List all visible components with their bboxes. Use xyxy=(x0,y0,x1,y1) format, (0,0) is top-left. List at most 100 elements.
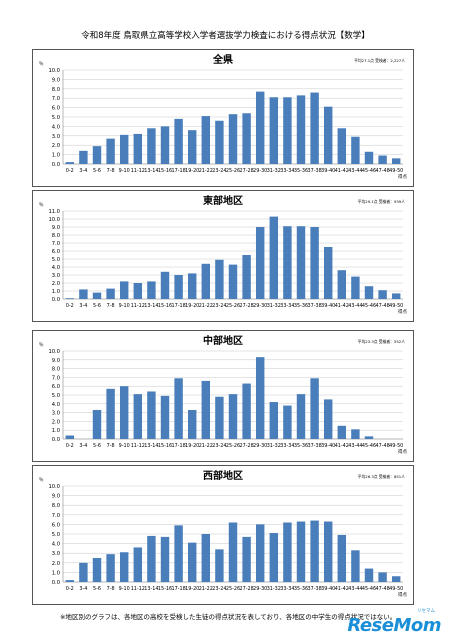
x-tick-label: 27-28 xyxy=(239,443,253,449)
bar-13-14 xyxy=(147,128,156,164)
chart-title: 中部地区 xyxy=(203,334,243,347)
bar-11-12 xyxy=(133,133,143,164)
bar-17-18 xyxy=(174,275,183,299)
bar-13-14 xyxy=(147,281,156,299)
x-tick-label: 7-8 xyxy=(107,586,115,592)
x-tick-label: 3-4 xyxy=(79,303,87,309)
x-tick-label: 45-46 xyxy=(362,586,376,592)
chart-stats: 平均23.3点 受検者：552人 xyxy=(358,339,405,344)
x-tick-label: 27-28 xyxy=(239,303,253,309)
x-tick-label: 0-2 xyxy=(66,443,74,449)
bar-23-24 xyxy=(215,396,224,439)
x-tick-label: 13-14 xyxy=(144,586,158,592)
y-tick-label: 5.0 xyxy=(52,393,60,399)
y-tick-label: 9.0 xyxy=(52,494,60,500)
bar-21-22 xyxy=(201,380,211,439)
x-tick-label: 9-10 xyxy=(119,303,130,309)
bar-5-6 xyxy=(92,146,102,164)
bar-27-28 xyxy=(242,536,251,582)
y-tick-label: 4.0 xyxy=(52,402,60,408)
chart-title: 西部地区 xyxy=(203,469,243,482)
x-tick-label: 35-36 xyxy=(294,586,308,592)
x-tick-label: 17-18 xyxy=(171,168,185,174)
x-tick-label: 31-32 xyxy=(267,586,281,592)
x-tick-label: 23-24 xyxy=(212,303,226,309)
y-tick-label: 3.0 xyxy=(52,134,60,140)
x-tick-label: 13-14 xyxy=(144,443,158,449)
bar-3-4 xyxy=(79,289,88,299)
y-tick-label: 11.0 xyxy=(48,209,60,215)
bar-25-26 xyxy=(228,522,238,582)
x-tick-label: 11-12 xyxy=(131,443,145,449)
y-tick-label: 4.0 xyxy=(52,265,60,271)
x-tick-label: 13-14 xyxy=(144,303,158,309)
y-tick-label: 3.0 xyxy=(52,411,60,417)
x-tick-label: 7-8 xyxy=(107,443,115,449)
bar-41-42 xyxy=(337,270,347,299)
x-tick-label: 47-48 xyxy=(375,168,389,174)
y-tick-label: 4.0 xyxy=(52,542,60,548)
x-tick-label: 31-32 xyxy=(267,443,281,449)
x-tick-label: 23-24 xyxy=(212,168,226,174)
x-tick-label: 15-16 xyxy=(158,586,172,592)
bar-29-30 xyxy=(255,227,265,299)
bar-11-12 xyxy=(133,283,143,299)
x-tick-label: 29-30 xyxy=(253,168,267,174)
bar-15-16 xyxy=(160,271,170,299)
x-tick-label: 37-38 xyxy=(307,168,321,174)
bar-39-40 xyxy=(323,247,333,299)
bar-9-10 xyxy=(119,134,129,164)
x-tick-label: 33-34 xyxy=(280,303,294,309)
bar-27-28 xyxy=(242,255,251,299)
bar-47-48 xyxy=(378,572,387,582)
y-tick-label: 8.0 xyxy=(52,87,60,93)
y-tick-label: 9.0 xyxy=(52,358,60,364)
y-tick-label: 1.0 xyxy=(52,289,60,295)
bar-29-30 xyxy=(255,91,265,164)
bar-43-44 xyxy=(351,136,360,164)
bar-23-24 xyxy=(215,259,224,299)
x-tick-label: 9-10 xyxy=(119,586,130,592)
y-tick-label: 0.0 xyxy=(52,297,60,303)
x-tick-label: 37-38 xyxy=(307,586,321,592)
bar-25-26 xyxy=(228,114,238,164)
chart-panel-seibu: 西部地区 平均26.3点 受検者：851人 ％ 0.0 1.0 2.0 3.0 4.0 5.0 6… xyxy=(32,465,414,605)
y-tick-label: 10.0 xyxy=(48,349,60,355)
bar-13-14 xyxy=(147,535,156,582)
bar-31-32 xyxy=(269,216,279,299)
x-tick-label: 5-6 xyxy=(93,168,101,174)
bar-35-36 xyxy=(296,521,306,582)
y-tick-label: 8.0 xyxy=(52,503,60,509)
bar-17-18 xyxy=(174,525,183,582)
bar-11-12 xyxy=(133,547,143,582)
x-tick-label: 23-24 xyxy=(212,443,226,449)
y-tick-label: 10.0 xyxy=(48,217,60,223)
x-tick-label: 19-20 xyxy=(185,586,199,592)
bar-27-28 xyxy=(242,383,251,439)
x-tick-label: 41-42 xyxy=(335,303,349,309)
x-tick-label: 49-50 xyxy=(389,168,403,174)
bar-5-6 xyxy=(92,409,102,439)
x-tick-label: 0-2 xyxy=(66,168,74,174)
x-tick-label: 3-4 xyxy=(79,443,87,449)
bar-43-44 xyxy=(351,550,360,582)
x-tick-label: 15-16 xyxy=(158,443,172,449)
x-tick-label: 7-8 xyxy=(107,168,115,174)
y-tick-label: 2.0 xyxy=(52,281,60,287)
x-tick-label: 19-20 xyxy=(185,168,199,174)
bar-0-2 xyxy=(65,580,75,582)
bar-41-42 xyxy=(337,425,347,439)
chart-panel-chubu: 中部地区 平均23.3点 受検者：552人 ％ 0.0 1.0 2.0 3.0 4.0 5.0 6… xyxy=(32,330,414,462)
bar-29-30 xyxy=(255,524,265,582)
x-tick-label: 5-6 xyxy=(93,303,101,309)
chart-seibu: 西部地区 平均26.3点 受検者：851人 ％ 0.0 1.0 2.0 3.0 4.0 5.0 6… xyxy=(39,469,407,598)
x-tick-label: 31-32 xyxy=(267,303,281,309)
bar-39-40 xyxy=(323,399,333,439)
bar-37-38 xyxy=(310,227,319,299)
y-tick-label: 2.0 xyxy=(52,143,60,149)
x-tick-label: 49-50 xyxy=(389,586,403,592)
x-tick-label: 27-28 xyxy=(239,168,253,174)
x-tick-label: 21-22 xyxy=(199,168,213,174)
x-tick-label: 45-46 xyxy=(362,303,376,309)
chart-zenken: 全県 平均27.1点 受検者：2,227人 ％ 0.0 1.0 2.0 3.0 4.0 5.0 6… xyxy=(39,53,407,180)
